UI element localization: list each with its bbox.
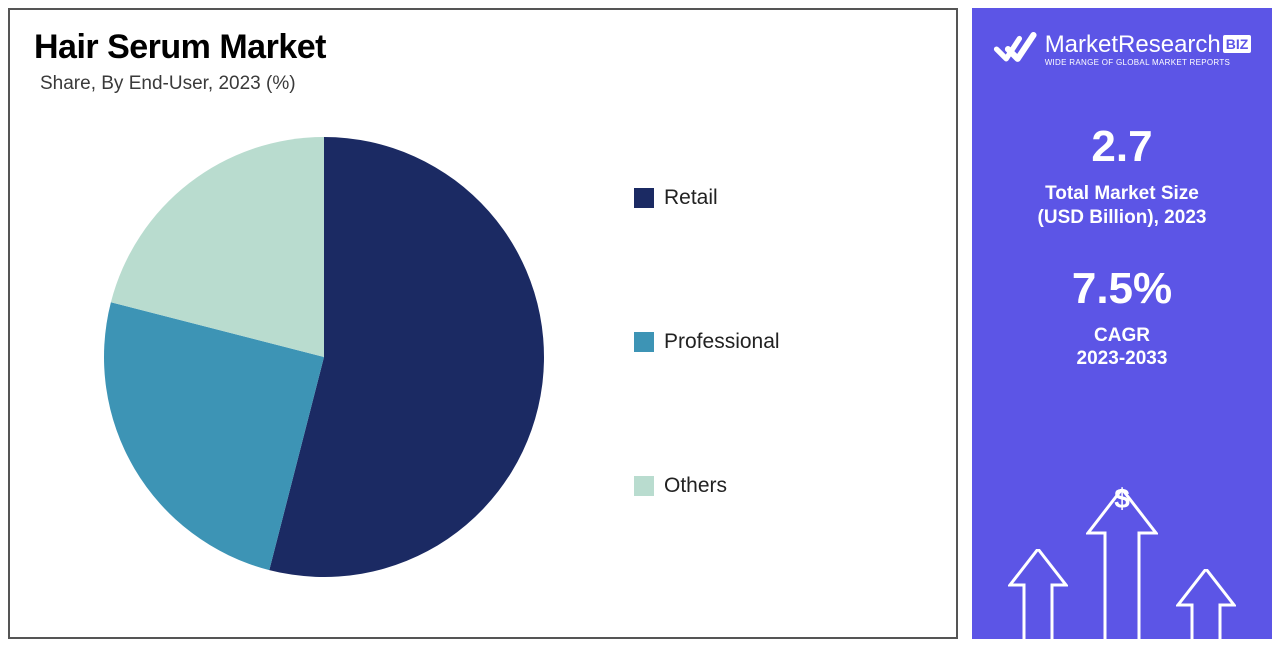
brand: MarketResearchBIZ WIDE RANGE OF GLOBAL M…	[993, 28, 1252, 72]
arrow-up-icon	[1008, 549, 1068, 639]
brand-tagline: WIDE RANGE OF GLOBAL MARKET REPORTS	[1045, 59, 1252, 67]
stat-market-size: 2.7 Total Market Size (USD Billion), 202…	[1038, 122, 1207, 230]
brand-logo-icon	[993, 28, 1037, 72]
legend-item: Others	[634, 474, 780, 498]
stat-label-line2: 2023-2033	[1077, 348, 1168, 369]
brand-name: MarketResearchBIZ	[1045, 33, 1252, 57]
dollar-sign: $	[1086, 483, 1158, 515]
legend: Retail Professional Others	[634, 186, 780, 528]
legend-swatch	[634, 476, 654, 496]
legend-label: Professional	[664, 330, 780, 354]
stat-label-line2: (USD Billion), 2023	[1038, 207, 1207, 228]
legend-item: Retail	[634, 186, 780, 210]
chart-panel: Hair Serum Market Share, By End-User, 20…	[8, 8, 958, 639]
stat-label-line1: Total Market Size	[1045, 183, 1199, 204]
arrow-up-icon	[1176, 569, 1236, 639]
pie-chart	[104, 137, 544, 577]
growth-arrows-icon: $	[972, 489, 1272, 639]
arrow-up-dollar-icon: $	[1086, 489, 1158, 639]
chart-body: Retail Professional Others	[34, 95, 932, 619]
chart-subtitle: Share, By End-User, 2023 (%)	[40, 73, 932, 95]
chart-title: Hair Serum Market	[34, 28, 932, 67]
brand-suffix-text: BIZ	[1223, 35, 1252, 53]
stat-label: CAGR 2023-2033	[1072, 324, 1172, 372]
brand-main-text: MarketResearch	[1045, 31, 1221, 58]
legend-label: Others	[664, 474, 727, 498]
stat-label-line1: CAGR	[1094, 325, 1150, 346]
side-panel: MarketResearchBIZ WIDE RANGE OF GLOBAL M…	[972, 8, 1272, 639]
stat-cagr: 7.5% CAGR 2023-2033	[1072, 264, 1172, 372]
stat-value: 2.7	[1038, 122, 1207, 172]
stat-label: Total Market Size (USD Billion), 2023	[1038, 182, 1207, 230]
legend-swatch	[634, 188, 654, 208]
legend-item: Professional	[634, 330, 780, 354]
legend-swatch	[634, 332, 654, 352]
stat-value: 7.5%	[1072, 264, 1172, 314]
legend-label: Retail	[664, 186, 718, 210]
